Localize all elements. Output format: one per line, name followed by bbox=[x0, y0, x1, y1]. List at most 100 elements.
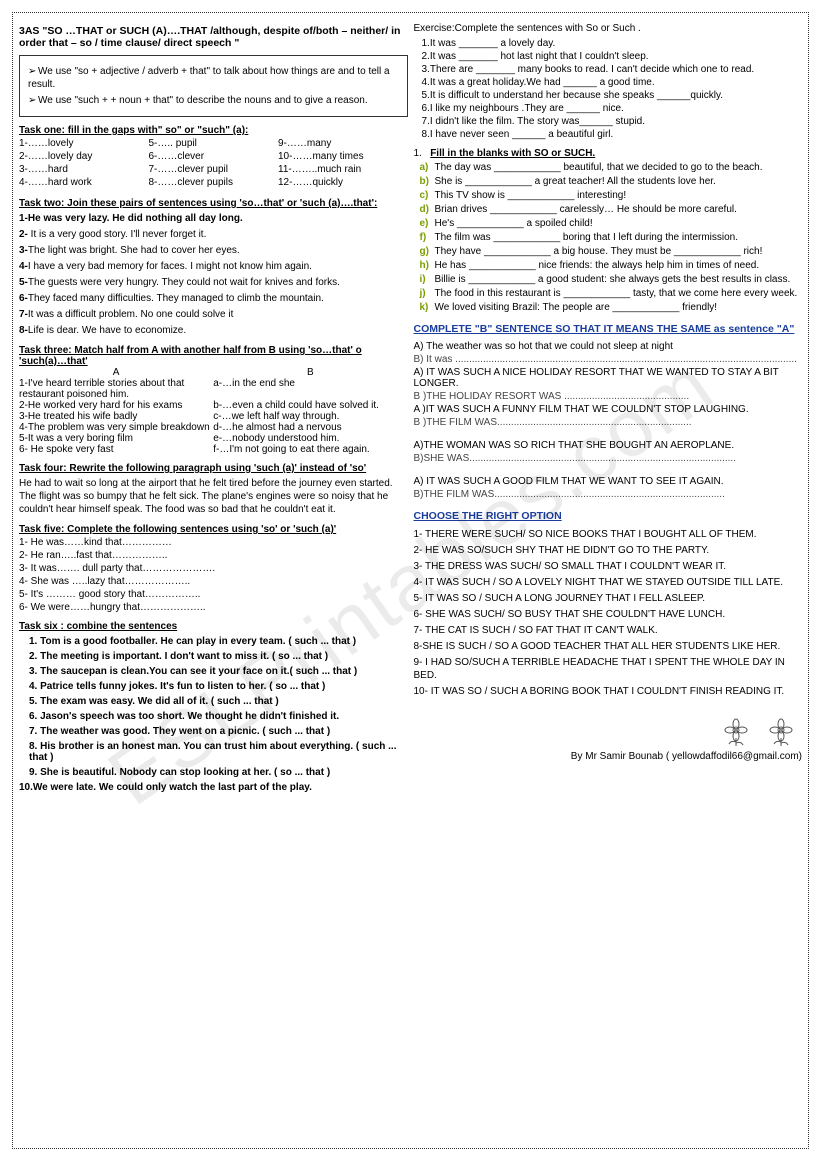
t1-3: 3-……hard bbox=[19, 164, 149, 175]
t3b2: b-…even a child could have solved it. bbox=[213, 400, 407, 411]
fe: He's ____________ a spoiled child! bbox=[435, 218, 593, 229]
ch6: 6- SHE WAS SUCH/ SO BUSY THAT SHE COULDN… bbox=[414, 608, 803, 621]
t5-1: 1- He was……kind that…………… bbox=[19, 537, 408, 548]
rule-2: We use "such + + noun + that" to describ… bbox=[38, 95, 368, 106]
t5-6: 6- We were……hungry that……………….. bbox=[19, 602, 408, 613]
t6-10: 10.We were late. We could only watch the… bbox=[19, 782, 408, 793]
er8: 8.I have never seen ______ a beautiful g… bbox=[422, 129, 803, 140]
t6-6: 6. Jason's speech was too short. We thou… bbox=[29, 711, 408, 722]
ch2: 2- HE WAS SO/SUCH SHY THAT HE DIDN'T GO … bbox=[414, 544, 803, 557]
er5: 5.It is difficult to understand her beca… bbox=[422, 90, 803, 101]
cb1b: B) It was ..............................… bbox=[414, 354, 803, 365]
right-column: Exercise:Complete the sentences with So … bbox=[414, 19, 803, 1142]
flower-icon-2 bbox=[766, 718, 796, 751]
fi: Billie is ____________ a good student: s… bbox=[435, 274, 791, 285]
t3a2: 2-He worked very hard for his exams bbox=[19, 400, 213, 411]
fa: The day was ____________ beautiful, that… bbox=[435, 162, 763, 173]
cb2a: A) IT WAS SUCH A NICE HOLIDAY RESORT THA… bbox=[414, 367, 803, 389]
task2-head: Task two: Join these pairs of sentences … bbox=[19, 198, 408, 209]
t3a1: 1-I've heard terrible stories about that… bbox=[19, 378, 213, 400]
cb3a: A )IT WAS SUCH A FUNNY FILM THAT WE COUL… bbox=[414, 404, 803, 415]
choose-head: CHOOSE THE RIGHT OPTION bbox=[414, 510, 803, 522]
t6-3: 3. The saucepan is clean.You can see it … bbox=[29, 666, 408, 677]
ch4: 4- IT WAS SUCH / SO A LOVELY NIGHT THAT … bbox=[414, 576, 803, 589]
task5-list: 1- He was……kind that…………… 2- He ran…..fa… bbox=[19, 537, 408, 613]
task3-rows: 1-I've heard terrible stories about that… bbox=[19, 378, 408, 455]
ch8: 8-SHE IS SUCH / SO A GOOD TEACHER THAT A… bbox=[414, 640, 803, 653]
er1: 1.It was _______ a lovely day. bbox=[422, 38, 803, 49]
task5-head: Task five: Complete the following senten… bbox=[19, 524, 408, 535]
flower-icon bbox=[721, 718, 751, 751]
ch3: 3- THE DRESS WAS SUCH/ SO SMALL THAT I C… bbox=[414, 560, 803, 573]
main-title: 3AS "SO …THAT or SUCH (A)….THAT /althoug… bbox=[19, 25, 408, 49]
t6-9: 9. She is beautiful. Nobody can stop loo… bbox=[29, 767, 408, 778]
left-column: 3AS "SO …THAT or SUCH (A)….THAT /althoug… bbox=[19, 19, 408, 1142]
t3a4: 4-The problem was very simple breakdown bbox=[19, 422, 213, 433]
footer-area: By Mr Samir Bounab ( yellowdaffodil66@gm… bbox=[414, 718, 803, 762]
fk: We loved visiting Brazil: The people are… bbox=[435, 302, 718, 313]
t1-4: 4-……hard work bbox=[19, 177, 149, 188]
fh: He has ____________ nice friends: the al… bbox=[435, 260, 760, 271]
task3-headers: A B bbox=[19, 367, 408, 378]
footer-credit: By Mr Samir Bounab ( yellowdaffodil66@gm… bbox=[414, 751, 803, 762]
t2-7: 7-It was a difficult problem. No one cou… bbox=[19, 308, 408, 321]
cb5a: A) IT WAS SUCH A GOOD FILM THAT WE WANT … bbox=[414, 476, 803, 487]
ch10: 10- IT WAS SO / SUCH A BORING BOOK THAT … bbox=[414, 685, 803, 698]
footer-email[interactable]: yellowdaffodil66@gmail.com bbox=[672, 751, 799, 762]
ch1: 1- THERE WERE SUCH/ SO NICE BOOKS THAT I… bbox=[414, 528, 803, 541]
task3-head: Task three: Match half from A with anoth… bbox=[19, 345, 408, 367]
t3b1: a-…in the end she bbox=[213, 378, 407, 400]
t6-7: 7. The weather was good. They went on a … bbox=[29, 726, 408, 737]
t3b3: c-…we left half way through. bbox=[213, 411, 407, 422]
cb5b: B)THE FILM WAS..........................… bbox=[414, 489, 803, 500]
colB-head: B bbox=[213, 367, 407, 378]
t2-5: 5-The guests were very hungry. They coul… bbox=[19, 276, 408, 289]
t1-9: 9-……many bbox=[278, 138, 408, 149]
t1-12: 12-……quickly bbox=[278, 177, 408, 188]
rule-box: ➢We use "so + adjective / adverb + that"… bbox=[19, 55, 408, 117]
task1-grid: 1-……lovely 2-……lovely day 3-……hard 4-……h… bbox=[19, 136, 408, 190]
cb4a: A)THE WOMAN WAS SO RICH THAT SHE BOUGHT … bbox=[414, 440, 803, 451]
page-border: ESLPrintables.com 3AS "SO …THAT or SUCH … bbox=[12, 12, 809, 1149]
t1-2: 2-……lovely day bbox=[19, 151, 149, 162]
t6-1: 1. Tom is a good footballer. He can play… bbox=[29, 636, 408, 647]
cb3b: B )THE FILM WAS.........................… bbox=[414, 417, 803, 428]
t1-11: 11-……..much rain bbox=[278, 164, 408, 175]
t2-3: 3-The light was bright. She had to cover… bbox=[19, 244, 408, 257]
t1-10: 10-……many times bbox=[278, 151, 408, 162]
t2-4: 4-I have a very bad memory for faces. I … bbox=[19, 260, 408, 273]
er7: 7.I didn't like the film. The story was_… bbox=[422, 116, 803, 127]
fj: The food in this restaurant is _________… bbox=[435, 288, 798, 299]
er4: 4.It was a great holiday.We had ______ a… bbox=[422, 77, 803, 88]
fill-head: Fill in the blanks with SO or SUCH. bbox=[430, 148, 595, 159]
task6-head: Task six : combine the sentences bbox=[19, 621, 408, 632]
t3a6: 6- He spoke very fast bbox=[19, 444, 213, 455]
task4-para: He had to wait so long at the airport th… bbox=[19, 477, 408, 516]
cb1a: A) The weather was so hot that we could … bbox=[414, 341, 803, 352]
er6: 6.I like my neighbours .They are ______ … bbox=[422, 103, 803, 114]
task1-head: Task one: fill in the gaps with" so" or … bbox=[19, 125, 408, 136]
task2-list: 1-He was very lazy. He did nothing all d… bbox=[19, 212, 408, 337]
fc: This TV show is ____________ interesting… bbox=[435, 190, 627, 201]
choose-list: 1- THERE WERE SUCH/ SO NICE BOOKS THAT I… bbox=[414, 528, 803, 698]
t1-7: 7-……clever pupil bbox=[149, 164, 279, 175]
t5-3: 3- It was……. dull party that…………………. bbox=[19, 563, 408, 574]
t1-5: 5-….. pupil bbox=[149, 138, 279, 149]
colA-head: A bbox=[19, 367, 213, 378]
t6-2: 2. The meeting is important. I don't wan… bbox=[29, 651, 408, 662]
t6-8: 8. His brother is an honest man. You can… bbox=[29, 741, 408, 763]
t2-2: 2- It is a very good story. I'll never f… bbox=[19, 228, 408, 241]
t3b4: d-…he almost had a nervous bbox=[213, 422, 407, 433]
t3b5: e-…nobody understood him. bbox=[213, 433, 407, 444]
task6-list: 1. Tom is a good footballer. He can play… bbox=[29, 636, 408, 793]
fill-list: a)The day was ____________ beautiful, th… bbox=[420, 162, 803, 313]
cb2b: B )THE HOLIDAY RESORT WAS ..............… bbox=[414, 391, 803, 402]
completeB-head: COMPLETE "B" SENTENCE SO THAT IT MEANS T… bbox=[414, 323, 803, 335]
t2-8: 8-Life is dear. We have to economize. bbox=[19, 324, 408, 337]
ch9: 9- I HAD SO/SUCH A TERRIBLE HEADACHE THA… bbox=[414, 656, 803, 682]
fb: She is ____________ a great teacher! All… bbox=[435, 176, 716, 187]
rule-1: We use "so + adjective / adverb + that" … bbox=[28, 66, 390, 90]
t6-4: 4. Patrice tells funny jokes. It's fun t… bbox=[29, 681, 408, 692]
fg: They have ____________ a big house. They… bbox=[435, 246, 763, 257]
t3b6: f-…I'm not going to eat there again. bbox=[213, 444, 407, 455]
